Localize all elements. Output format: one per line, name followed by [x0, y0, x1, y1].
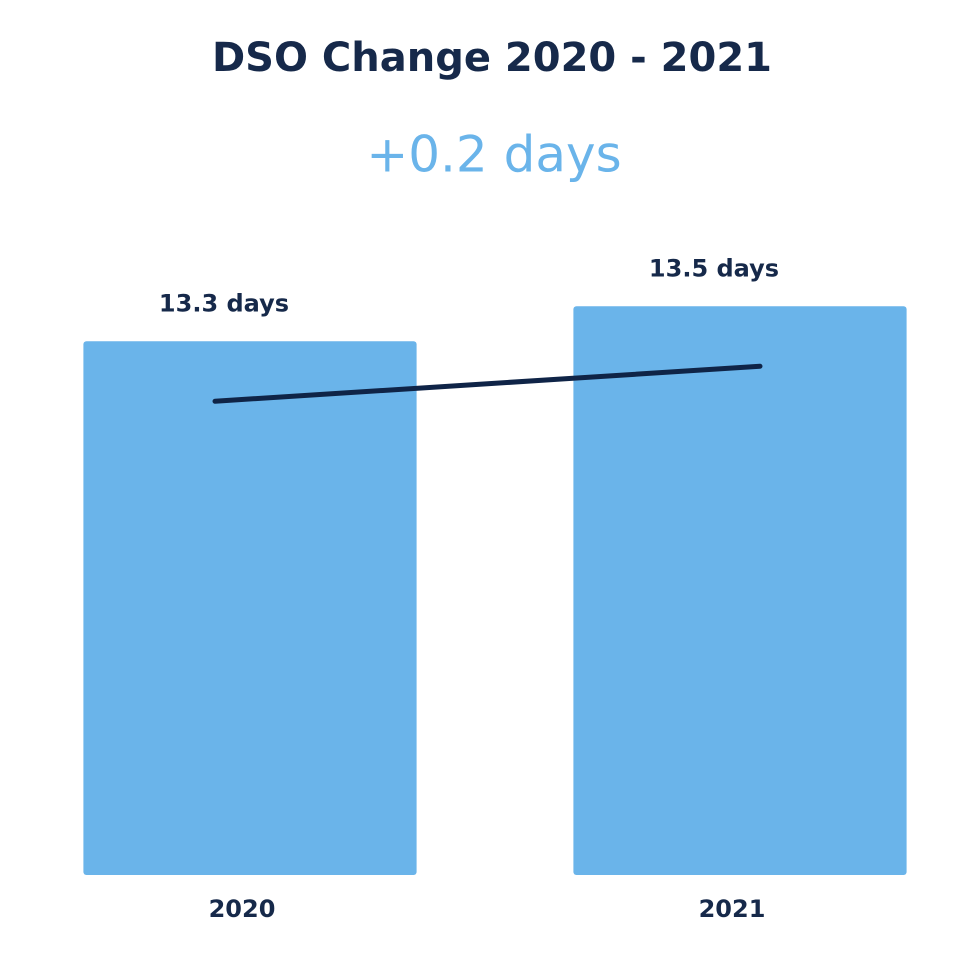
x-tick-label: 2020: [209, 895, 276, 923]
bar: [573, 306, 907, 875]
chart-subtitle: +0.2 days: [366, 126, 621, 184]
trend-line: [212, 363, 763, 404]
x-tick-label: 2021: [699, 895, 766, 923]
value-label: 13.3 days: [159, 289, 289, 317]
value-label: 13.5 days: [649, 254, 779, 282]
chart-title: DSO Change 2020 - 2021: [212, 35, 772, 81]
bar: [83, 341, 417, 875]
